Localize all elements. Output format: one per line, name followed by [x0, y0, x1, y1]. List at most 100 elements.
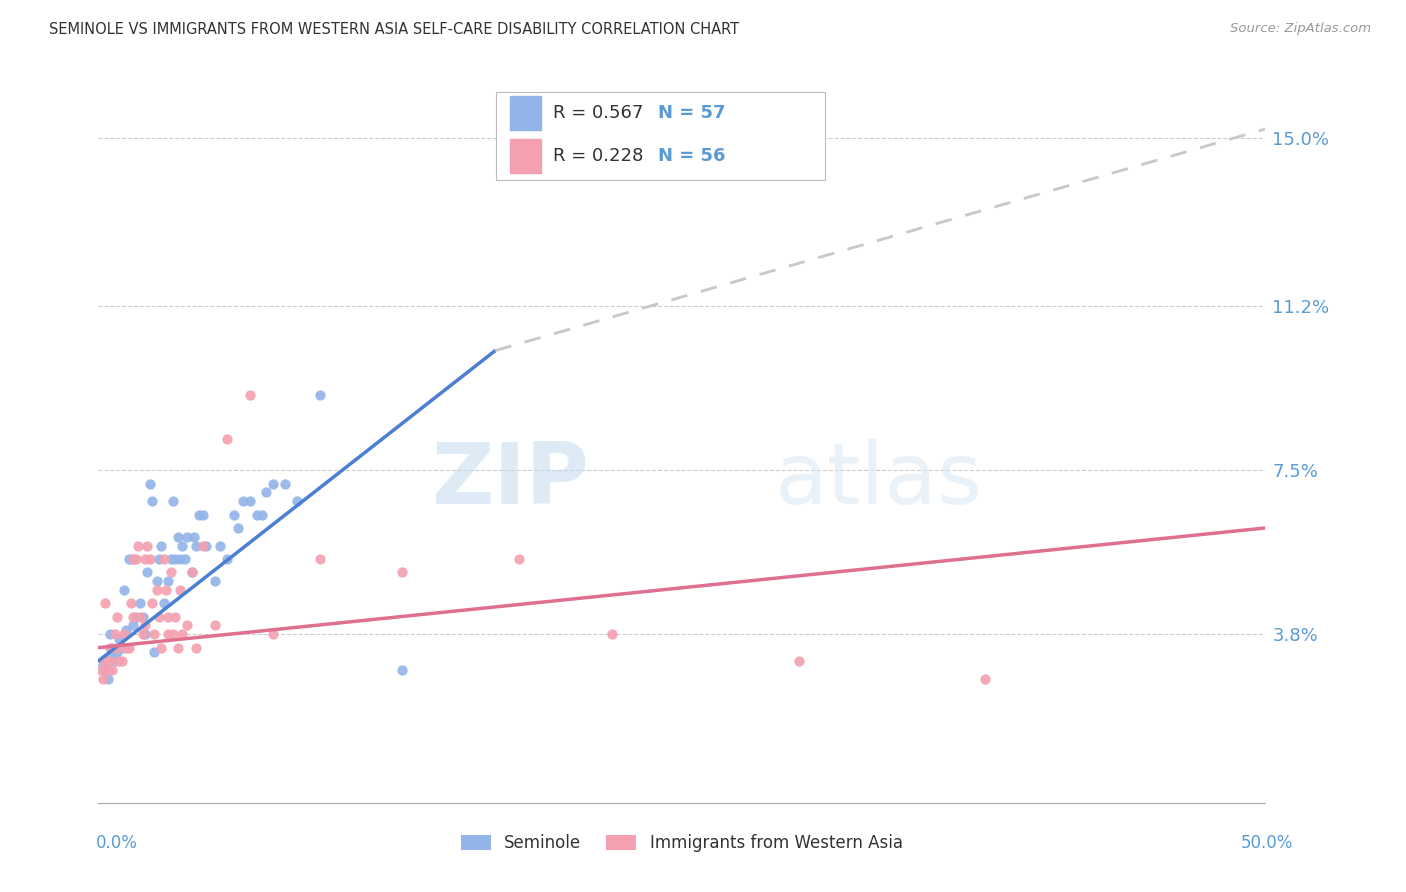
Point [194, 539, 217, 553]
Point [215, 432, 238, 446]
Point [172, 627, 194, 641]
Point [239, 388, 262, 402]
Point [125, 552, 148, 566]
Point [148, 552, 170, 566]
Point [222, 508, 245, 522]
Point [101, 640, 124, 655]
Point [165, 552, 187, 566]
Point [91, 658, 114, 673]
Point [309, 388, 332, 402]
Point [157, 574, 180, 589]
Point [148, 609, 170, 624]
Point [204, 618, 226, 632]
Point [256, 485, 278, 500]
Point [97, 663, 120, 677]
Point [391, 566, 413, 580]
Point [166, 530, 188, 544]
Point [136, 539, 159, 553]
Point [143, 627, 166, 641]
Point [108, 654, 131, 668]
Point [391, 663, 413, 677]
Point [187, 508, 209, 522]
Point [98, 654, 121, 668]
Point [150, 539, 173, 553]
Point [508, 552, 530, 566]
Point [122, 552, 145, 566]
Text: N = 57: N = 57 [658, 104, 725, 122]
Point [104, 627, 127, 641]
Point [183, 530, 205, 544]
Text: R = 0.567: R = 0.567 [553, 104, 643, 122]
Point [129, 609, 152, 624]
Text: 0.0%: 0.0% [96, 834, 138, 852]
Point [101, 663, 124, 677]
Point [204, 574, 226, 589]
Point [228, 521, 250, 535]
Point [172, 539, 194, 553]
Legend: Seminole, Immigrants from Western Asia: Seminole, Immigrants from Western Asia [453, 826, 911, 860]
Point [105, 640, 128, 655]
Point [165, 609, 187, 624]
Point [139, 552, 162, 566]
Point [105, 645, 128, 659]
Point [139, 476, 162, 491]
Point [94, 663, 117, 677]
Point [122, 618, 145, 632]
Point [152, 596, 174, 610]
Point [232, 494, 254, 508]
Point [239, 494, 262, 508]
Point [215, 552, 238, 566]
Point [111, 654, 134, 668]
Point [90, 663, 112, 677]
Point [155, 582, 177, 597]
Point [246, 508, 269, 522]
Point [787, 654, 810, 668]
Point [115, 623, 138, 637]
Point [309, 552, 332, 566]
Point [98, 627, 121, 641]
Point [134, 627, 156, 641]
Point [250, 508, 273, 522]
Point [146, 582, 169, 597]
Point [180, 566, 202, 580]
Point [136, 566, 159, 580]
Point [176, 530, 198, 544]
Point [94, 654, 117, 668]
Point [159, 566, 181, 580]
Point [120, 596, 142, 610]
Point [169, 582, 191, 597]
Point [974, 672, 997, 686]
Text: atlas: atlas [775, 440, 983, 523]
Point [122, 609, 145, 624]
Point [112, 627, 135, 641]
Point [105, 609, 128, 624]
Point [98, 640, 121, 655]
Point [112, 582, 135, 597]
Text: SEMINOLE VS IMMIGRANTS FROM WESTERN ASIA SELF-CARE DISABILITY CORRELATION CHART: SEMINOLE VS IMMIGRANTS FROM WESTERN ASIA… [49, 22, 740, 37]
Point [262, 476, 284, 491]
Point [285, 494, 308, 508]
Point [134, 618, 156, 632]
Point [91, 672, 114, 686]
Point [150, 640, 173, 655]
Point [186, 539, 208, 553]
Point [143, 645, 166, 659]
Point [146, 574, 169, 589]
Point [169, 552, 191, 566]
Point [180, 566, 202, 580]
Point [274, 476, 297, 491]
Text: R = 0.228: R = 0.228 [553, 147, 643, 165]
Point [94, 596, 117, 610]
Point [111, 640, 134, 655]
Point [262, 627, 284, 641]
Point [127, 539, 149, 553]
Point [166, 640, 188, 655]
Point [193, 539, 215, 553]
Point [173, 552, 195, 566]
Point [118, 640, 141, 655]
Point [159, 552, 181, 566]
Point [162, 627, 184, 641]
Point [600, 627, 623, 641]
Text: Source: ZipAtlas.com: Source: ZipAtlas.com [1230, 22, 1371, 36]
Point [193, 508, 215, 522]
